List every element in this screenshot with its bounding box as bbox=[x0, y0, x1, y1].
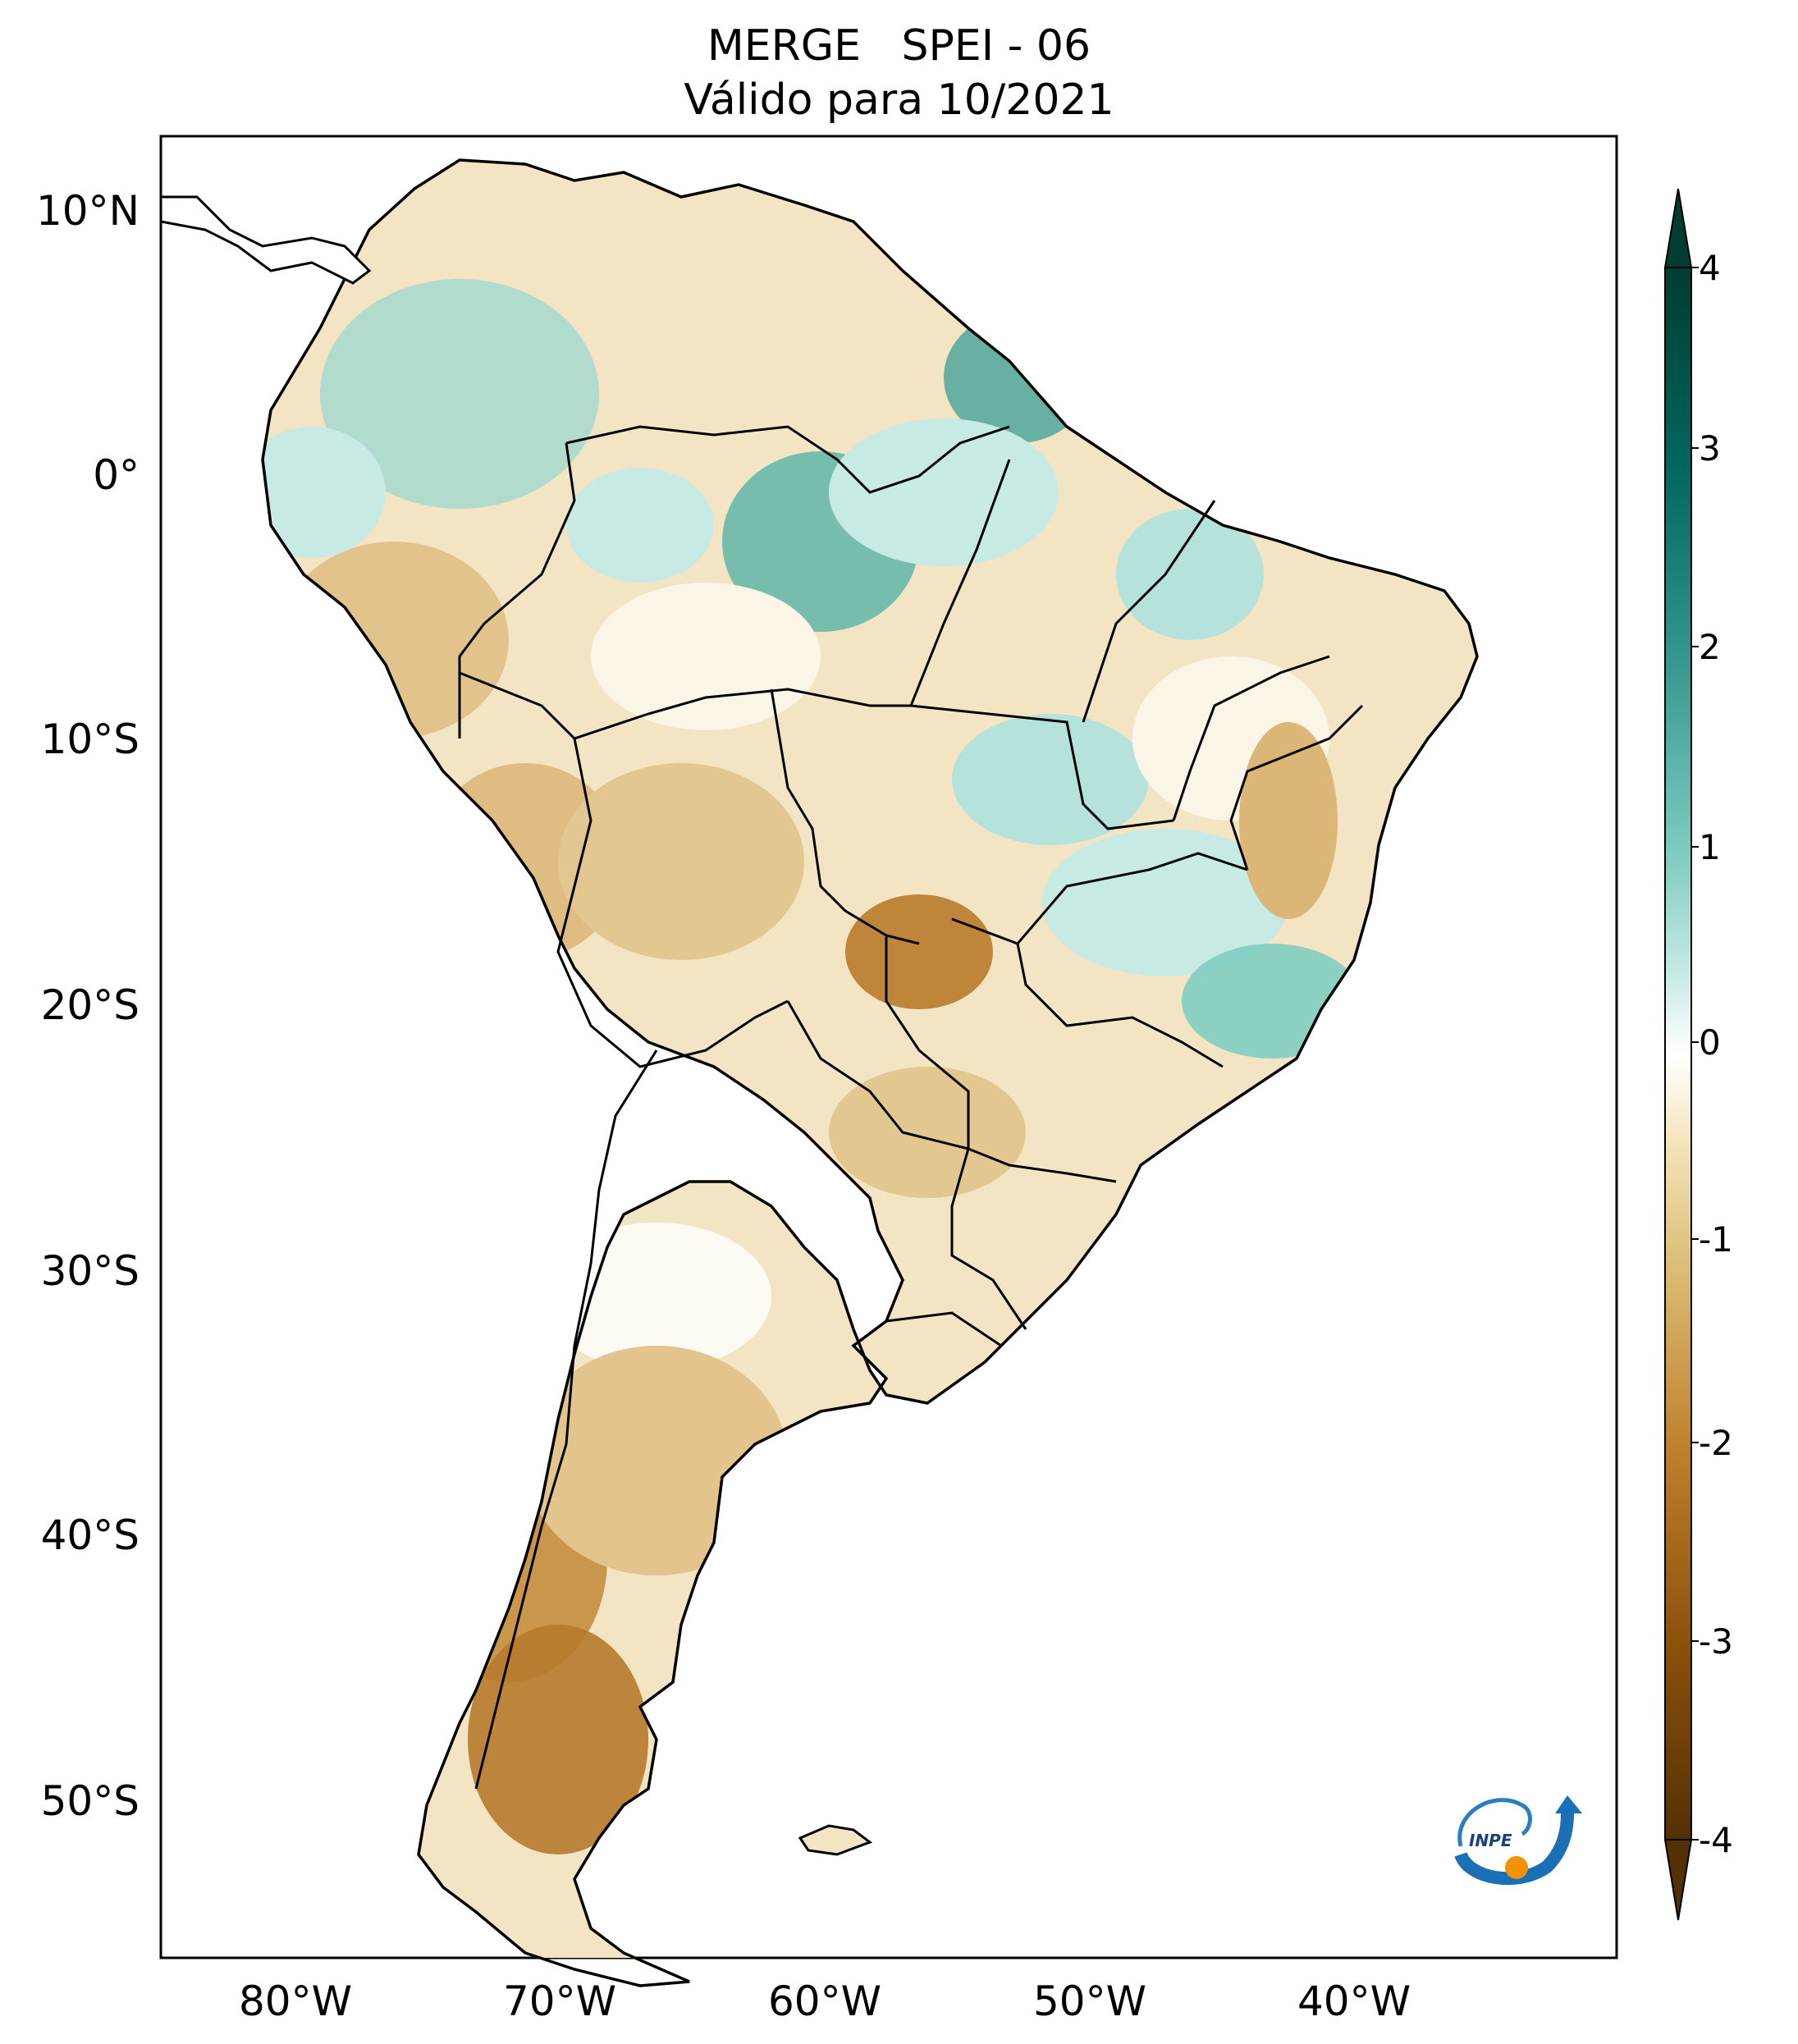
lat-label-10n: 10°N bbox=[35, 187, 140, 235]
lon-label-50w: 50°W bbox=[1032, 1978, 1147, 2025]
colorbar-label-minus2: -2 bbox=[1699, 1423, 1733, 1463]
lon-label-70w: 70°W bbox=[502, 1978, 617, 2025]
colorbar-label-0: 0 bbox=[1699, 1022, 1721, 1063]
map-subtitle: Válido para 10/2021 bbox=[684, 75, 1114, 125]
lat-label-20s: 20°S bbox=[40, 981, 140, 1029]
lat-label-30s: 30°S bbox=[40, 1247, 140, 1295]
lat-label-50s: 50°S bbox=[40, 1777, 140, 1825]
colorbar-label-1: 1 bbox=[1699, 827, 1721, 867]
inpe-logo-icon: INPE bbox=[1454, 1795, 1582, 1886]
colorbar-label-4: 4 bbox=[1699, 248, 1721, 288]
lat-label-10s: 10°S bbox=[40, 716, 140, 763]
lon-label-60w: 60°W bbox=[767, 1978, 882, 2025]
colorbar-label-minus4: -4 bbox=[1699, 1820, 1733, 1860]
lat-label-0: 0° bbox=[93, 451, 140, 499]
lon-label-80w: 80°W bbox=[238, 1978, 353, 2025]
colorbar-label-minus3: -3 bbox=[1699, 1621, 1733, 1662]
colorbar-label-2: 2 bbox=[1699, 627, 1721, 667]
map-title: MERGE SPEI - 06 bbox=[707, 21, 1091, 71]
colorbar bbox=[1663, 188, 1699, 1921]
logo-text: INPE bbox=[1469, 1831, 1512, 1850]
colorbar-label-3: 3 bbox=[1699, 428, 1721, 469]
lon-label-40w: 40°W bbox=[1297, 1978, 1411, 2025]
colorbar-label-minus1: -1 bbox=[1699, 1219, 1733, 1260]
lat-label-40s: 40°S bbox=[40, 1511, 140, 1559]
